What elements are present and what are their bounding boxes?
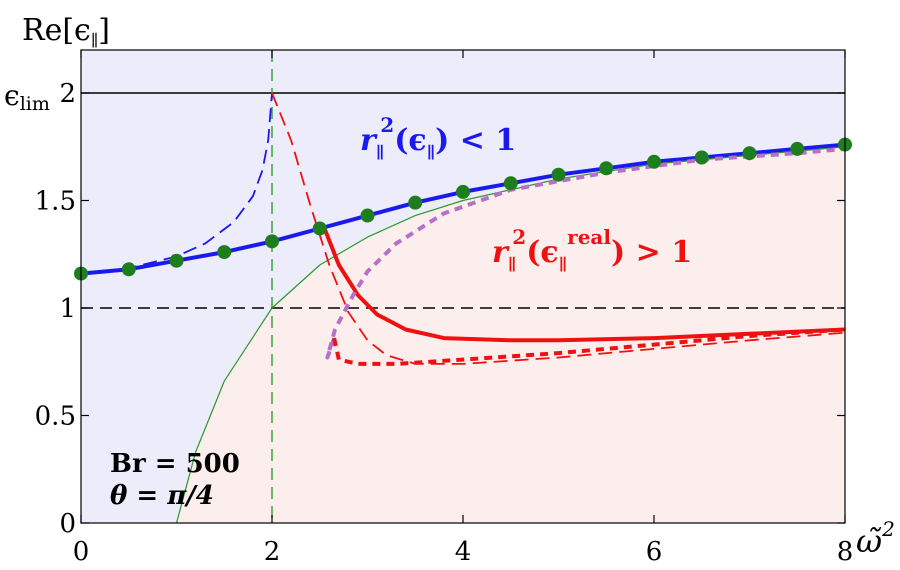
annotation-blue: r∥2(ϵ∥) < 1 bbox=[360, 113, 516, 162]
x-tick-label-0: 0 bbox=[73, 537, 90, 567]
series-line-blue-dashed bbox=[80, 92, 273, 275]
series-line-red-dashed-thin bbox=[271, 92, 846, 365]
marker-point-12 bbox=[647, 154, 661, 169]
x-tick-label-8: 8 bbox=[837, 537, 854, 567]
eps-lim-label: ϵlim bbox=[4, 79, 50, 115]
marker-point-13 bbox=[694, 150, 709, 165]
y-axis-label: Re[ϵ∥] bbox=[22, 13, 110, 50]
series-line-red-dotted bbox=[332, 327, 846, 366]
regions bbox=[81, 50, 845, 524]
y-tick-label-1: 1 bbox=[59, 294, 76, 324]
series-line-red-solid bbox=[322, 227, 846, 343]
y-tick-label-0: 0 bbox=[59, 509, 76, 539]
marker-point-4 bbox=[265, 234, 279, 249]
marker-point-8 bbox=[456, 184, 470, 199]
annotation-red: r∥2(ϵ∥real) > 1 bbox=[492, 225, 692, 274]
reference-lines bbox=[81, 50, 845, 523]
marker-point-10 bbox=[551, 167, 566, 182]
x-axis-label: ω̃2 bbox=[856, 517, 895, 560]
y-tick-label-2: 2 bbox=[59, 79, 76, 109]
param-br: Br = 500 bbox=[110, 449, 240, 479]
marker-point-2 bbox=[169, 253, 184, 268]
marker-point-1 bbox=[121, 262, 136, 277]
marker-point-7 bbox=[408, 195, 423, 210]
region-lower bbox=[81, 146, 845, 524]
x-tick-label-2: 2 bbox=[264, 537, 281, 567]
marker-point-14 bbox=[742, 146, 757, 161]
series-line-green-thin bbox=[175, 146, 846, 524]
x-tick-label-6: 6 bbox=[646, 537, 663, 567]
marker-point-15 bbox=[790, 141, 805, 156]
ticks: 0 2 4 6 8 0 0.5 1 1.5 2 bbox=[35, 50, 854, 567]
y-tick-label-0_5: 0.5 bbox=[35, 402, 76, 432]
series-layer bbox=[80, 92, 846, 524]
marker-point-9 bbox=[503, 176, 518, 191]
markers-layer bbox=[74, 137, 852, 281]
series-line-purple-dotted bbox=[325, 146, 846, 360]
param-theta: θ = π/4 bbox=[110, 481, 214, 511]
marker-point-6 bbox=[360, 208, 375, 223]
x-tick-label-4: 4 bbox=[455, 537, 472, 567]
marker-point-5 bbox=[312, 221, 327, 236]
y-tick-label-1_5: 1.5 bbox=[35, 187, 76, 217]
marker-point-11 bbox=[599, 161, 614, 176]
marker-point-3 bbox=[217, 245, 232, 260]
